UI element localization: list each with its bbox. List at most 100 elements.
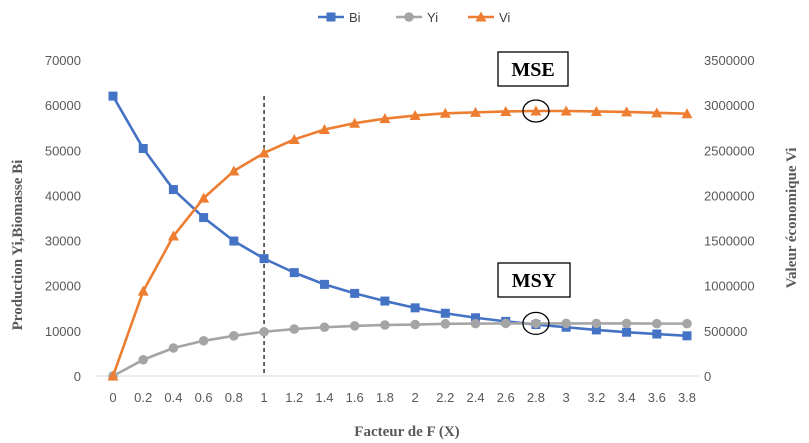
data-point-yi bbox=[349, 321, 360, 331]
annotation-label-mse: MSE bbox=[511, 59, 554, 81]
data-point-yi bbox=[470, 318, 481, 329]
data-point-vi bbox=[288, 133, 300, 144]
data-point-vi bbox=[530, 105, 542, 116]
data-point-vi bbox=[470, 106, 482, 117]
data-point-bi bbox=[199, 213, 209, 223]
data-point-vi bbox=[560, 105, 572, 116]
data-point-vi bbox=[137, 285, 149, 296]
data-point-bi bbox=[682, 331, 692, 341]
x-tick-label: 3 bbox=[563, 390, 570, 405]
x-axis-ticks: 0 0.2 0.4 0.6 0.8 1 1.2 1.4 1.6 1.8 2 2.2 2.4 2.6 2.8 3… bbox=[109, 390, 696, 405]
data-point-yi bbox=[440, 319, 451, 329]
annotation-circle-mse bbox=[522, 99, 550, 123]
y-left-tick-label: 0 bbox=[74, 369, 81, 384]
legend-label-yi: Yi bbox=[427, 10, 438, 25]
data-point-vi bbox=[621, 106, 633, 117]
series-vi bbox=[107, 105, 693, 381]
data-point-bi bbox=[350, 288, 360, 298]
y-left-tick-label: 50000 bbox=[45, 143, 81, 158]
x-tick-label: 1 bbox=[260, 390, 267, 405]
x-tick-label: 3.4 bbox=[618, 390, 636, 405]
series-layer bbox=[107, 91, 693, 381]
data-point-vi bbox=[439, 107, 451, 118]
legend-label-vi: Vi bbox=[499, 10, 510, 25]
x-tick-label: 1.8 bbox=[376, 390, 394, 405]
data-point-yi bbox=[591, 318, 602, 329]
y-axis-title-right: Valeur économique Vi bbox=[784, 148, 800, 289]
series-line-bi bbox=[111, 95, 688, 338]
x-tick-label: 2.2 bbox=[436, 390, 454, 405]
annotation-box-msy bbox=[497, 262, 571, 298]
data-point-bi bbox=[410, 303, 420, 313]
y-right-tick-label: 500000 bbox=[704, 324, 747, 339]
x-tick-label: 0.8 bbox=[225, 390, 243, 405]
data-point-yi bbox=[531, 318, 541, 329]
data-point-yi bbox=[259, 326, 269, 337]
x-tick-label: 2.4 bbox=[466, 390, 484, 405]
data-point-bi bbox=[138, 143, 148, 153]
data-point-yi bbox=[380, 320, 390, 330]
data-point-yi bbox=[319, 322, 330, 333]
x-tick-label: 2.8 bbox=[527, 390, 545, 405]
legend-marker-vi bbox=[475, 11, 487, 22]
left-axis-ticks: 0 10000 20000 30000 40000 50000 60000 70000 bbox=[45, 53, 81, 384]
data-point-bi bbox=[319, 279, 329, 289]
x-tick-label: 0 bbox=[109, 390, 116, 405]
x-tick-label: 3.6 bbox=[648, 390, 666, 405]
y-right-tick-label: 3500000 bbox=[704, 53, 755, 68]
series-line-yi bbox=[112, 322, 687, 378]
y-right-tick-label: 0 bbox=[704, 369, 711, 384]
data-point-bi bbox=[259, 254, 269, 264]
legend-marker-yi bbox=[404, 12, 414, 22]
data-point-vi bbox=[107, 370, 119, 381]
data-point-vi bbox=[681, 108, 693, 119]
legend-marker-bi bbox=[326, 12, 336, 22]
data-point-bi bbox=[591, 325, 601, 335]
data-point-vi bbox=[167, 230, 179, 241]
series-line-vi bbox=[111, 109, 688, 377]
data-point-bi bbox=[440, 308, 450, 318]
annotations: MSE MSY bbox=[497, 51, 571, 336]
y-left-tick-label: 10000 bbox=[45, 324, 81, 339]
y-left-tick-label: 30000 bbox=[45, 234, 81, 249]
data-point-vi bbox=[318, 124, 330, 135]
data-point-yi bbox=[621, 318, 632, 329]
data-point-bi bbox=[380, 296, 390, 306]
data-point-yi bbox=[168, 343, 179, 353]
data-point-bi bbox=[652, 329, 662, 339]
legend: Bi Yi Vi bbox=[318, 10, 510, 25]
y-right-tick-label: 1000000 bbox=[704, 279, 755, 294]
data-point-bi bbox=[108, 91, 118, 101]
data-point-vi bbox=[379, 113, 391, 124]
data-point-yi bbox=[138, 354, 149, 365]
x-tick-label: 1.6 bbox=[346, 390, 364, 405]
data-point-yi bbox=[410, 319, 420, 330]
data-point-yi bbox=[500, 318, 511, 329]
x-tick-label: 3.8 bbox=[678, 390, 696, 405]
x-tick-label: 0.4 bbox=[164, 390, 182, 405]
data-point-vi bbox=[228, 165, 240, 176]
data-point-yi bbox=[561, 318, 571, 329]
annotation-label-msy: MSY bbox=[512, 270, 557, 292]
y-left-tick-label: 60000 bbox=[45, 98, 81, 113]
data-point-bi bbox=[168, 185, 178, 195]
x-tick-label: 3.2 bbox=[587, 390, 605, 405]
data-point-yi bbox=[198, 335, 209, 346]
series-bi bbox=[108, 91, 692, 341]
data-point-bi bbox=[471, 313, 481, 323]
data-point-vi bbox=[258, 147, 270, 158]
data-point-vi bbox=[500, 105, 512, 116]
data-point-vi bbox=[590, 105, 602, 116]
data-point-yi bbox=[682, 318, 692, 329]
x-tick-label: 0.6 bbox=[195, 390, 213, 405]
data-point-vi bbox=[651, 107, 663, 118]
series-yi bbox=[108, 318, 692, 381]
y-right-tick-label: 2500000 bbox=[704, 143, 755, 158]
y-left-tick-label: 20000 bbox=[45, 279, 81, 294]
y-left-tick-label: 70000 bbox=[45, 53, 81, 68]
y-axis-title-left: Production Yi,Biomasse Bi bbox=[10, 160, 26, 331]
data-point-bi bbox=[289, 268, 299, 278]
data-point-yi bbox=[229, 331, 239, 341]
annotation-box-mse bbox=[497, 51, 569, 87]
